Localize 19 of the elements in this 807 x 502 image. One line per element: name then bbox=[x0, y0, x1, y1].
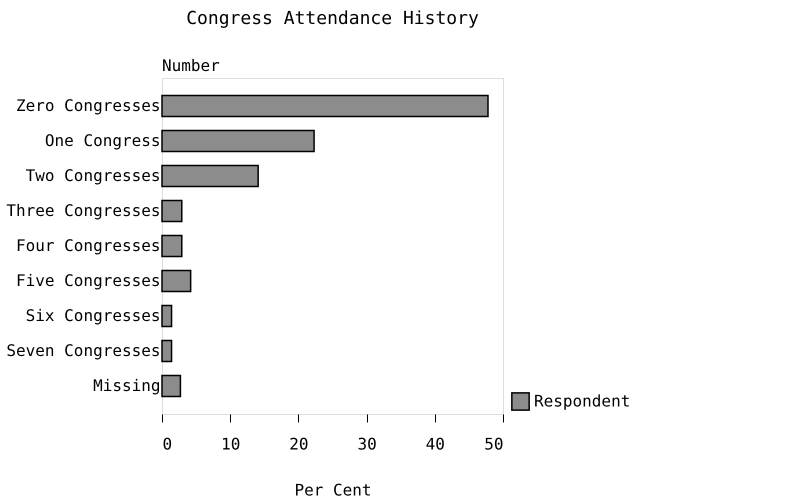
chart-title: Congress Attendance History bbox=[186, 8, 479, 29]
y-tick-label: Seven Congresses bbox=[6, 341, 160, 360]
x-tick-label: 10 bbox=[221, 434, 240, 454]
x-axis-title: Per Cent bbox=[294, 480, 372, 500]
y-tick-label: Two Congresses bbox=[26, 166, 160, 185]
y-tick-label: Four Congresses bbox=[16, 236, 160, 255]
y-tick-label: Three Congresses bbox=[6, 201, 160, 220]
y-tick-label: One Congress bbox=[44, 131, 160, 150]
y-tick-label: Zero Congresses bbox=[16, 96, 160, 115]
x-tick-label: 30 bbox=[357, 434, 377, 454]
x-tick-label: 20 bbox=[289, 434, 309, 454]
x-tick-label: 40 bbox=[426, 434, 445, 454]
y-axis-title: Number bbox=[162, 56, 220, 75]
x-tick-label: 50 bbox=[484, 434, 504, 454]
legend-label: Respondent bbox=[534, 392, 630, 410]
y-tick-label: Six Congresses bbox=[26, 306, 160, 325]
y-tick-label: Missing bbox=[93, 376, 160, 395]
x-tick-label: 0 bbox=[162, 434, 172, 454]
y-tick-label: Five Congresses bbox=[16, 271, 160, 290]
